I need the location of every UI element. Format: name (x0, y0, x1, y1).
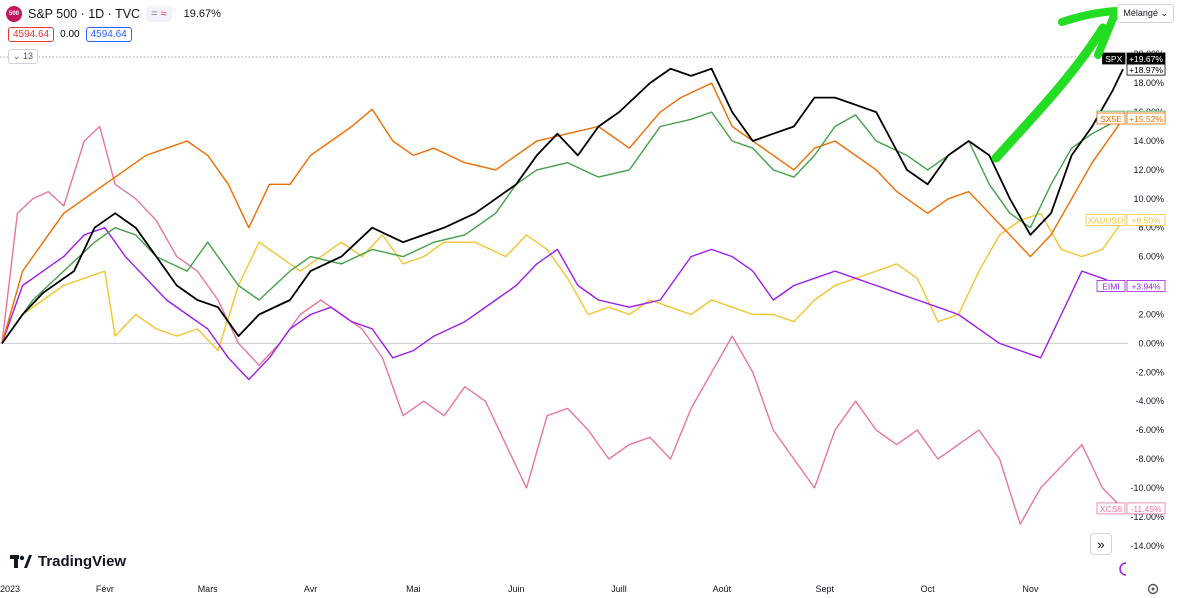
tradingview-logo-icon (10, 554, 32, 568)
series-tag-sx5e (1096, 112, 1126, 125)
y-tick-label: 2.00% (1138, 309, 1164, 319)
series-line-xcs6[interactable] (1, 125, 1124, 525)
scale-mode-button[interactable]: Mélangé ⌄ (1117, 4, 1174, 23)
x-tick-label: Févr (96, 584, 114, 594)
x-tick-label: Nov (1022, 584, 1039, 594)
y-tick-label: -10.00% (1130, 483, 1164, 493)
x-tick-label: Oct (921, 584, 936, 594)
x-tick-label: Juin (508, 584, 525, 594)
sell-price-box[interactable]: 4594.64 (8, 27, 55, 42)
x-tick-label: Avr (304, 584, 317, 594)
y-tick-label: -8.00% (1135, 454, 1164, 464)
series-tag-spx (1102, 52, 1126, 65)
series-value-tag (1126, 280, 1166, 292)
sp500-logo-icon: 500 (6, 6, 22, 22)
y-tick-label: 8.00% (1138, 223, 1164, 233)
series-secondary-label: +18.97% (1129, 65, 1163, 75)
series-value-label: +15.52% (1129, 114, 1163, 124)
equals-icon: = (151, 8, 158, 20)
series-tag-eimi (1096, 280, 1126, 292)
x-tick-label: Sept (815, 584, 834, 594)
series-value-label: -11.45% (1130, 504, 1161, 514)
chart-header: 500 S&P 500 · 1D · TVC = ≈ 19.67% (6, 5, 221, 23)
series-name-label: XCS6 (1100, 504, 1122, 514)
y-tick-label: 18.00% (1133, 78, 1164, 88)
series-value-label: +3.94% (1131, 281, 1161, 291)
series-line-sx5e[interactable] (1, 82, 1124, 344)
brand-name: TradingView (38, 553, 127, 570)
y-tick-label: -14.00% (1130, 541, 1164, 551)
double-chevron-right-icon[interactable]: » (1090, 533, 1112, 555)
series-tag-xauusd (1085, 214, 1126, 226)
series-tag-xcs6 (1096, 502, 1126, 515)
y-tick-label: -4.00% (1135, 396, 1164, 406)
series-value-tag (1126, 214, 1166, 226)
spread-value: 0.00 (60, 29, 80, 40)
x-tick-label: 2023 (0, 584, 20, 594)
y-tick-label: -6.00% (1135, 425, 1164, 435)
series-value-tag (1126, 502, 1166, 515)
series-name-label: XAUUSD (1088, 215, 1123, 225)
y-tick-label: -2.00% (1135, 367, 1164, 377)
annotation-arrow-shaft (991, 23, 1108, 163)
x-tick-label: Mai (406, 584, 421, 594)
change-percent: 19.67% (183, 8, 221, 20)
series-value-label: +8.50% (1131, 215, 1161, 225)
tradingview-brand: TradingView (10, 553, 126, 570)
series-line-spx[interactable] (1, 67, 1124, 344)
x-tick-label: Mars (198, 584, 218, 594)
approx-icon: ≈ (160, 8, 167, 20)
series-name-label: EIMI (1102, 281, 1119, 291)
y-tick-label: 12.00% (1133, 165, 1164, 175)
y-tick-label: 14.00% (1133, 136, 1164, 146)
compare-mode-pill[interactable]: = ≈ (146, 6, 172, 22)
indicator-count-badge[interactable]: ⌄ 13 (8, 49, 39, 64)
y-tick-label: 6.00% (1138, 252, 1164, 262)
series-name-label: SX5E (1100, 114, 1122, 124)
y-tick-label: 10.00% (1133, 194, 1164, 204)
series-line-eimi[interactable] (1, 227, 1124, 381)
series-value-tag (1126, 112, 1166, 125)
series-name-label: SPX (1105, 54, 1122, 64)
x-tick-label: Juill (611, 584, 627, 594)
scroll-indicator (1119, 562, 1127, 576)
annotation-arrow-head (1058, 7, 1120, 59)
y-tick-label: 0.00% (1138, 338, 1164, 348)
series-line-xauusd[interactable] (1, 212, 1124, 352)
gear-icon[interactable] (1147, 583, 1159, 595)
symbol-title[interactable]: S&P 500 · 1D · TVC (28, 7, 141, 21)
x-tick-label: Août (713, 584, 732, 594)
price-row: 4594.64 0.00 4594.64 (8, 27, 132, 42)
y-tick-label: -12.00% (1130, 512, 1164, 522)
series-value-label: +19.67% (1129, 54, 1163, 64)
buy-price-box[interactable]: 4594.64 (85, 27, 132, 42)
series-secondary-tag (1126, 63, 1166, 76)
